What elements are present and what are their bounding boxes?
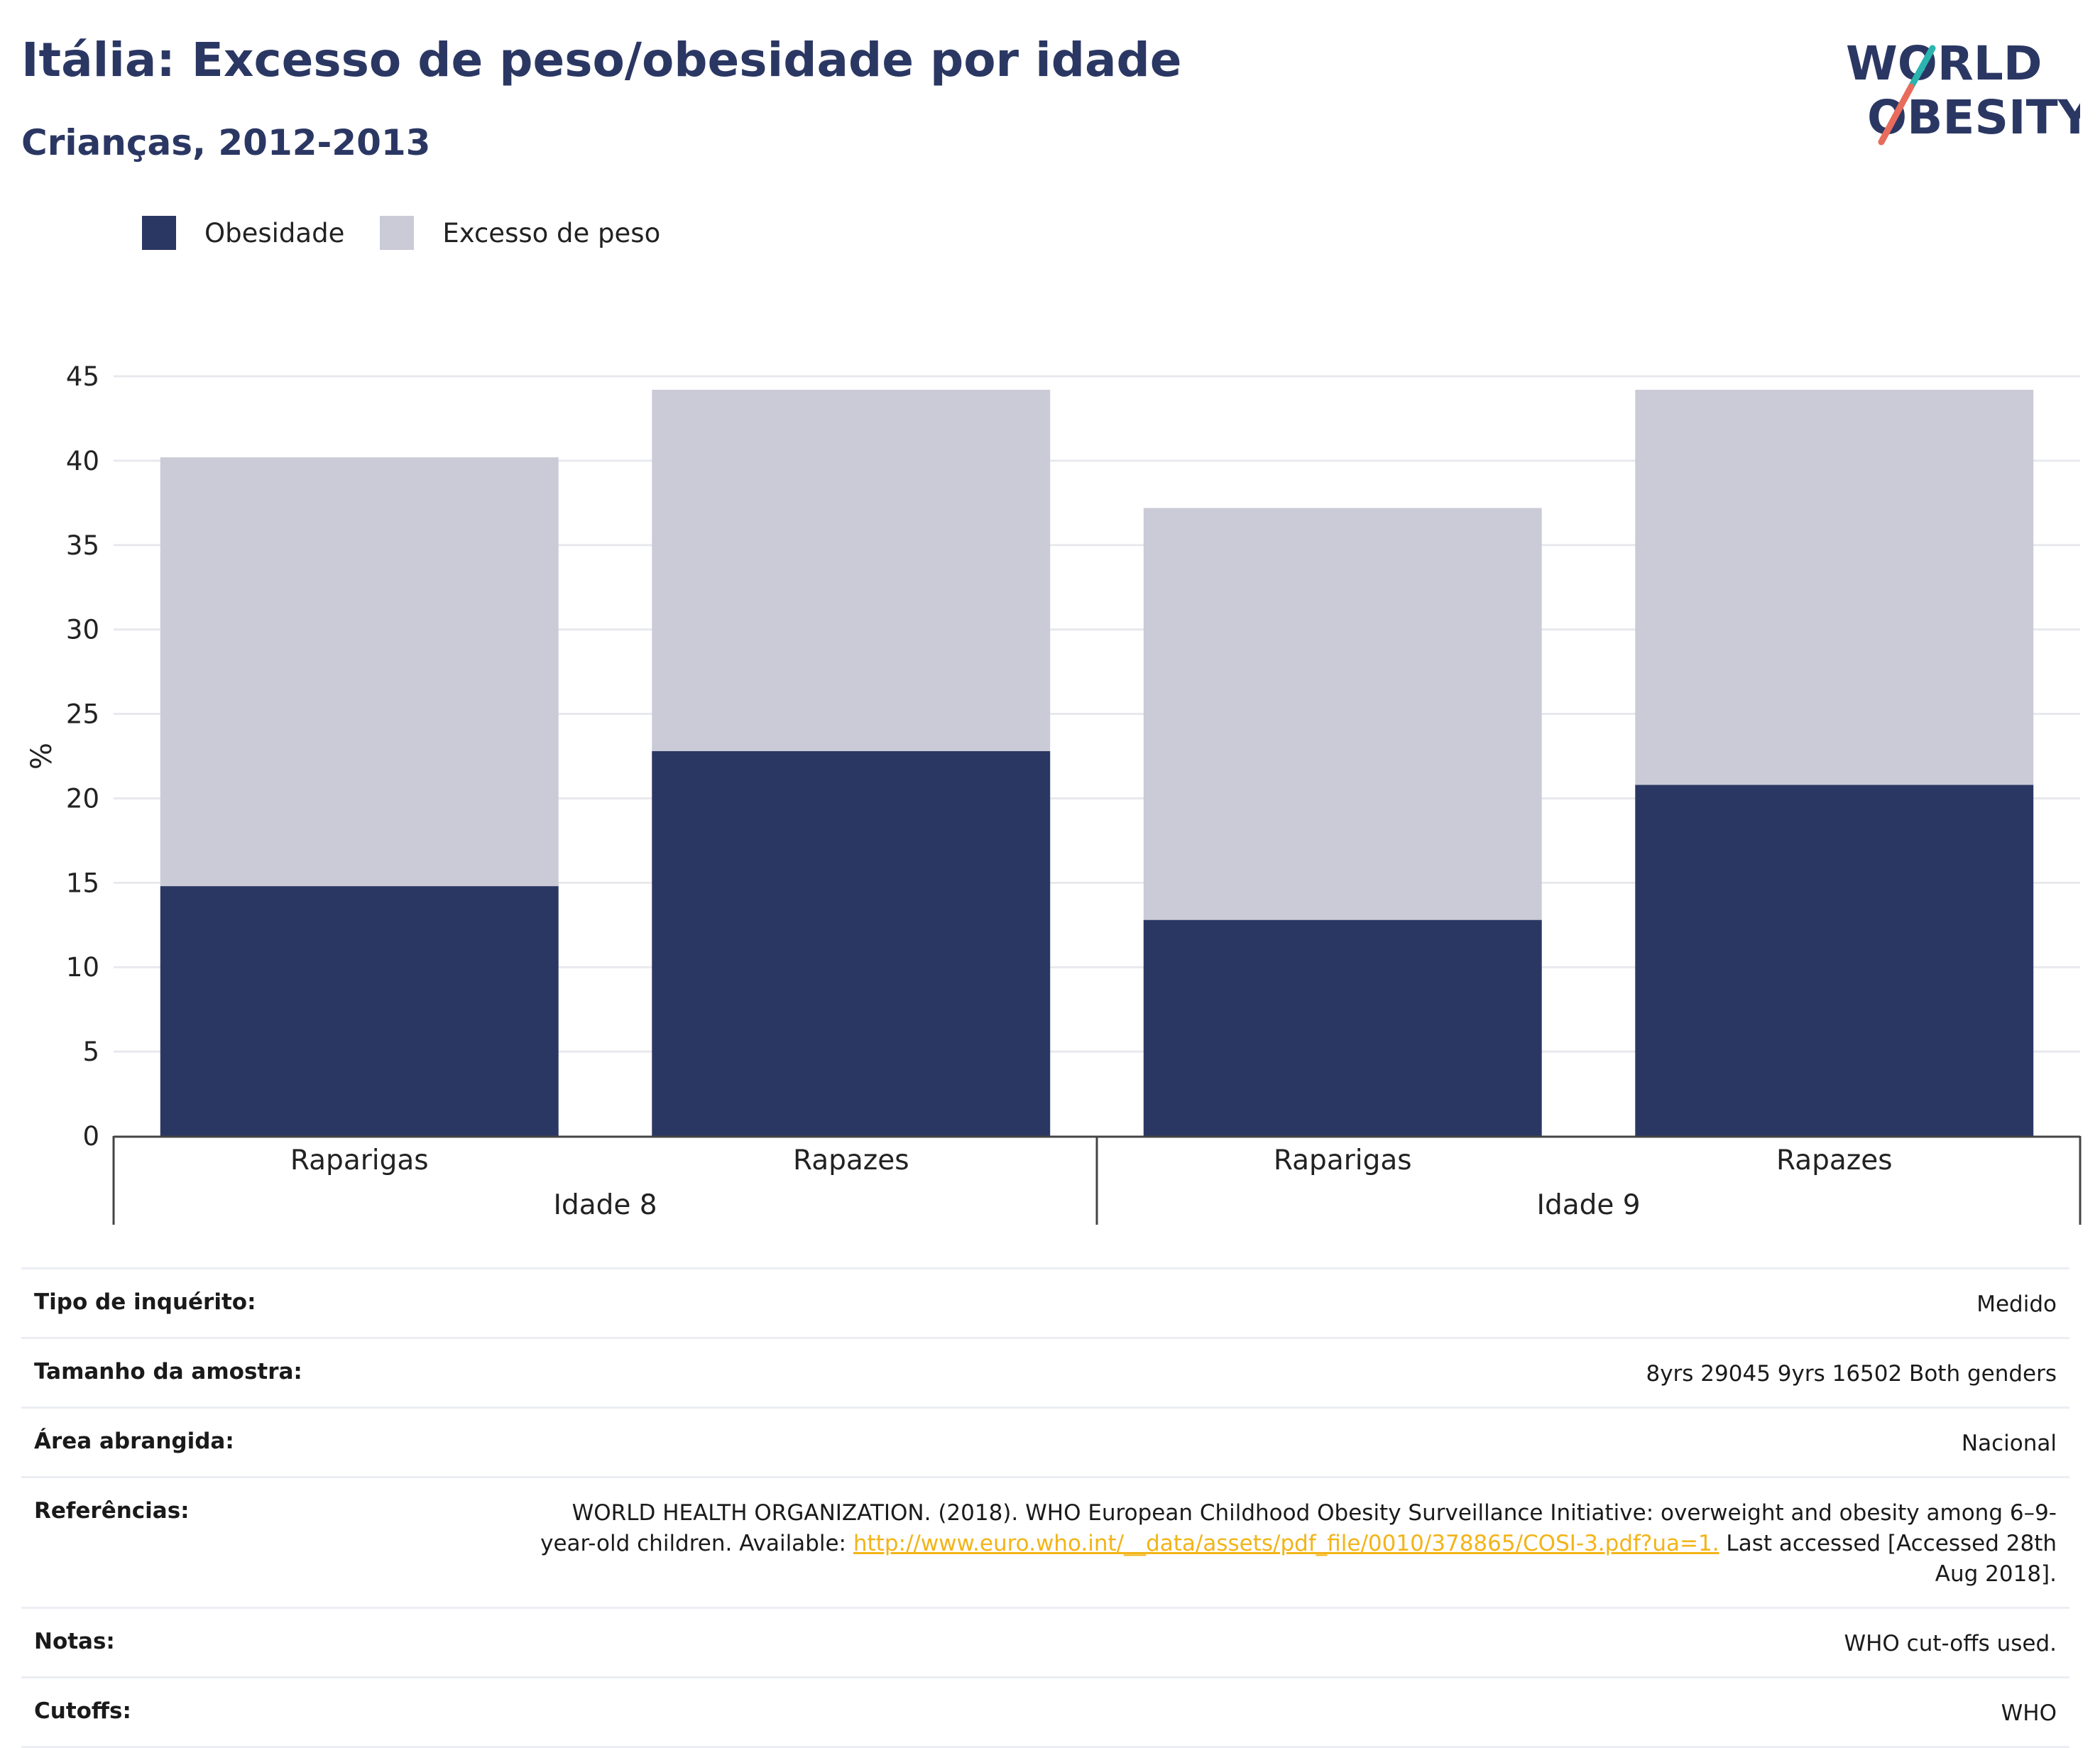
bar-obesity [1635,785,2034,1136]
legend-swatch-overweight [380,216,415,250]
logo-slash-teal [1908,45,1936,90]
bar-overweight [1635,390,2034,785]
y-tick-label: 0 [82,1121,99,1152]
info-row-cutoffs: Cutoffs: WHO [21,1676,2069,1748]
info-key: Área abrangida: [34,1429,234,1454]
bar-overweight [160,457,559,887]
chart-legend: Obesidade Excesso de peso [142,212,696,254]
bar-obesity [1143,919,1542,1136]
bar-obesity [652,750,1051,1136]
info-row-survey-type: Tipo de inquérito: Medido [21,1267,2069,1337]
info-value: WHO cut-offs used. [1844,1631,2057,1656]
page-title: Itália: Excesso de peso/obesidade por id… [21,33,1182,87]
legend-label-obesity: Obesidade [204,217,345,248]
y-tick-label: 30 [66,615,99,645]
x-tick-label: Rapazes [1776,1145,1893,1176]
info-value: Nacional [1961,1431,2057,1456]
logo-text-obesity: OBESITY [1867,90,2080,145]
y-tick-label: 25 [66,699,99,730]
y-axis-label: % [26,743,58,770]
info-key: Tamanho da amostra: [34,1359,302,1384]
page-subtitle: Crianças, 2012-2013 [21,122,431,163]
info-row-area: Área abrangida: Nacional [21,1406,2069,1476]
reference-text-after: Last accessed [Accessed 28th Aug 2018]. [1719,1531,2057,1587]
logo-text-world: WORLD [1846,36,2042,91]
legend-swatch-obesity [142,216,176,250]
y-tick-label: 15 [66,868,99,898]
info-key: Cutoffs: [34,1698,131,1724]
info-table: Tipo de inquérito: Medido Tamanho da amo… [21,1267,2069,1748]
legend-item-overweight[interactable]: Excesso de peso [380,216,660,250]
info-value: Medido [1976,1291,2057,1317]
legend-item-obesity[interactable]: Obesidade [142,216,344,250]
info-key: Notas: [34,1629,115,1654]
y-tick-label: 10 [66,952,99,983]
info-key: Tipo de inquérito: [34,1289,256,1315]
info-row-sample-size: Tamanho da amostra: 8yrs 29045 9yrs 1650… [21,1337,2069,1406]
logo-slash-coral [1878,83,1915,146]
y-tick-label: 45 [66,361,99,392]
y-tick-label: 40 [66,446,99,476]
stacked-bar-chart: 0 5 10 15 20 25 30 35 40 45% Raparigas Rapazes Rapar… [26,361,2082,1225]
group-label: Idade 8 [553,1189,657,1221]
info-key: Referências: [34,1498,190,1524]
info-value: WORLD HEALTH ORGANIZATION. (2018). WHO E… [537,1498,2057,1590]
x-tick-label: Raparigas [290,1145,429,1176]
info-value: 8yrs 29045 9yrs 16502 Both genders [1646,1361,2057,1387]
info-row-references: Referências: WORLD HEALTH ORGANIZATION. … [21,1476,2069,1607]
legend-label-overweight: Excesso de peso [442,217,661,248]
info-value: WHO [2001,1700,2057,1726]
y-tick-label: 35 [66,530,99,561]
bar-obesity [160,886,559,1136]
group-label: Idade 9 [1536,1189,1640,1221]
bar-overweight [1143,508,1542,920]
x-tick-label: Rapazes [793,1145,909,1176]
y-tick-label: 5 [82,1037,99,1067]
reference-link[interactable]: http://www.euro.who.int/__data/assets/pd… [853,1531,1719,1556]
y-tick-label: 20 [66,783,99,814]
world-obesity-logo: WORLD OBESITY [1846,36,2080,146]
reference-text: WORLD HEALTH ORGANIZATION. (2018). WHO E… [540,1500,2057,1556]
info-row-notes: Notas: WHO cut-offs used. [21,1607,2069,1676]
bar-overweight [652,390,1051,751]
x-tick-label: Raparigas [1274,1145,1412,1176]
